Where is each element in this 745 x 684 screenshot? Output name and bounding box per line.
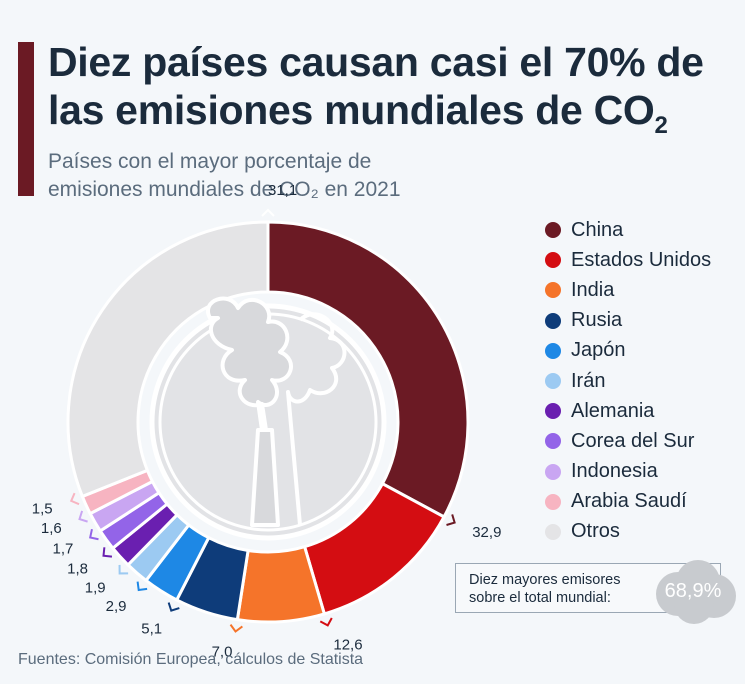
subtitle-line2: emisiones mundiales de CO₂ en 2021: [48, 178, 401, 201]
value-markers: [69, 208, 456, 633]
legend-swatch: [545, 282, 561, 299]
marker-china: [446, 514, 456, 526]
legend-label: Japón: [571, 339, 626, 362]
legend-item-alemania: Alemania: [545, 396, 740, 426]
value-labels: 32,9 12,6 7,0 5,1 2,91,9 1,8 1,7 1,6 1,5 31,1: [32, 182, 502, 660]
callout-line2: sobre el total mundial:: [469, 590, 611, 606]
value-label-otros: 31,1: [268, 182, 297, 199]
value-label-indonesia: 1,6: [41, 520, 62, 537]
marker-corea-del-sur: [89, 528, 99, 541]
legend-item-india: India: [545, 275, 740, 305]
title-line2: las emisiones mundiales de CO: [48, 87, 655, 133]
legend-swatch: [545, 342, 561, 359]
callout-line1: Diez mayores emisores: [469, 572, 621, 588]
value-label-estados-unidos: 12,6: [333, 637, 362, 654]
marker-arabia-saudi: [69, 492, 80, 506]
legend-item-otros: Otros: [545, 517, 740, 547]
cloud-icon: [656, 560, 736, 624]
legend-item-indonesia: Indonesia: [545, 457, 740, 487]
legend-swatch: [545, 523, 561, 540]
legend-item-iran: Irán: [545, 366, 740, 396]
value-label-china: 32,9: [472, 524, 501, 541]
legend-swatch: [545, 252, 561, 269]
legend-label: Arabia Saudí: [571, 490, 687, 513]
value-label-arabia-saudi: 1,5: [32, 500, 53, 517]
legend-item-corea-del-sur: Corea del Sur: [545, 426, 740, 456]
legend-item-rusia: Rusia: [545, 306, 740, 336]
marker-india: [229, 624, 243, 633]
value-label-japon: 2,9: [106, 598, 127, 615]
source-footer: Fuentes: Comisión Europea, cálculos de S…: [18, 651, 364, 668]
callout-value: 68,9%: [664, 580, 722, 602]
legend-label: Alemania: [571, 399, 655, 422]
title-accent-bar: [18, 42, 34, 196]
legend-swatch: [545, 433, 561, 450]
value-label-iran: 1,9: [85, 580, 106, 597]
title-subscript: 2: [654, 112, 668, 140]
marker-otros: [261, 208, 275, 217]
legend-label: China: [571, 218, 624, 241]
legend-label: Irán: [571, 369, 606, 392]
legend-label: Otros: [571, 520, 620, 543]
marker-alemania: [102, 547, 113, 558]
legend-label: Indonesia: [571, 460, 658, 483]
legend-item-china: China: [545, 215, 740, 245]
legend-swatch: [545, 222, 561, 239]
legend-item-arabia-saudi: Arabia Saudí: [545, 487, 740, 517]
legend-swatch: [545, 403, 561, 420]
legend-label: India: [571, 278, 615, 301]
value-label-india: 7,0: [212, 643, 233, 660]
slice-otros: [66, 220, 270, 499]
legend-item-estados-unidos: Estados Unidos: [545, 245, 740, 275]
marker-japon: [136, 581, 148, 592]
chart-title: Diez países causan casi el 70% de las em…: [48, 38, 738, 150]
value-label-corea-del-sur: 1,7: [53, 540, 74, 557]
marker-iran: [118, 564, 129, 575]
value-label-alemania: 1,8: [67, 560, 88, 577]
marker-indonesia: [78, 510, 88, 523]
legend-swatch: [545, 493, 561, 510]
chart-subtitle: Países con el mayor porcentaje de emisio…: [48, 148, 518, 204]
chart-legend: China Estados Unidos India Rusia Japón Irán Al…: [545, 215, 740, 547]
marker-estados-unidos: [319, 617, 333, 627]
legend-swatch: [545, 463, 561, 480]
subtitle-line1: Países con el mayor porcentaje de: [48, 150, 372, 173]
title-line1: Diez países causan casi el 70% de: [48, 39, 704, 85]
legend-swatch: [545, 312, 561, 329]
slice-china: [266, 220, 470, 519]
legend-swatch: [545, 373, 561, 390]
legend-label: Estados Unidos: [571, 248, 712, 271]
donut-slices: [66, 220, 470, 624]
legend-label: Corea del Sur: [571, 429, 695, 452]
legend-label: Rusia: [571, 309, 623, 332]
marker-rusia: [167, 602, 180, 612]
callout-text: Diez mayores emisores sobre el total mun…: [469, 571, 654, 607]
legend-item-japon: Japón: [545, 336, 740, 366]
value-label-rusia: 5,1: [141, 620, 162, 637]
factory-smoke-icon: [149, 296, 387, 541]
